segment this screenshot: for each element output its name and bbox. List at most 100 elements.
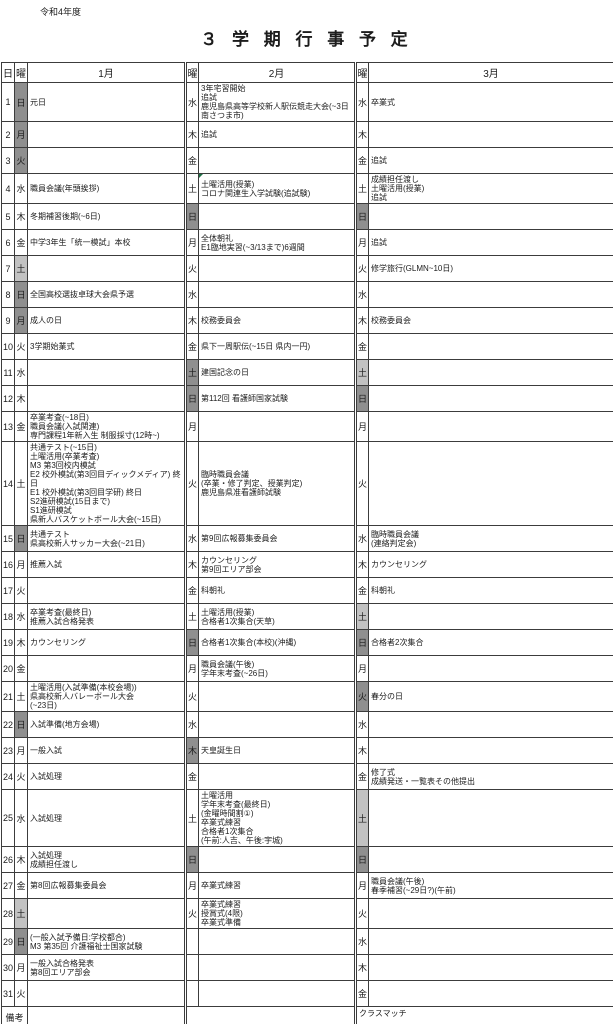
jan-weekday-cell: 金 — [14, 229, 28, 256]
event-line: 授賞式(4限) — [201, 909, 243, 918]
mar-events-cell — [368, 603, 613, 630]
feb-events-cell — [198, 255, 356, 282]
event-line: カウンセリング — [371, 560, 427, 569]
event-line: 専門課程1年新入生 制服採寸(12時~) — [30, 431, 160, 440]
event-line: 成績担任渡し — [30, 859, 78, 869]
mar-events-cell: 春分の日 — [368, 681, 613, 712]
feb-events-cell: 土曜活用 学年末考査(最終日) (金曜時間割①) 卒業式練習 合格者1次集合 (午前:人吉… — [198, 789, 356, 847]
feb-weekday-cell: 月 — [184, 229, 199, 256]
jan-weekday-cell: 土 — [14, 441, 28, 526]
feb-events-cell — [198, 980, 356, 1007]
remarks-feb — [184, 1006, 356, 1024]
mar-events-cell — [368, 737, 613, 764]
jan-weekday-cell: 月 — [14, 954, 28, 981]
event-line: 土曜活用(授業) — [201, 607, 255, 617]
feb-events-cell: 科朝礼 — [198, 577, 356, 604]
mar-weekday-cell: 土 — [354, 789, 369, 847]
jan-events-cell: 一般入試合格発表 第8回エリア部会 — [27, 954, 186, 981]
calendar-row: 22 日入試準備(地方会場) 水 水 — [1, 711, 613, 738]
feb-weekday-cell: 水 — [184, 525, 199, 552]
mar-events-cell: 校務委員会 — [368, 307, 613, 334]
feb-weekday-cell: 土 — [184, 603, 199, 630]
event-line: 鹿児島県高等学校新人駅伝競走大会(~3日 南さつま市) — [201, 102, 349, 120]
mar-events-cell — [368, 898, 613, 929]
event-line: 卒業式練習 — [201, 818, 241, 827]
event-line: 追試 — [371, 156, 387, 165]
feb-events-cell: カウンセリング 第9回エリア部会 — [198, 551, 356, 578]
jan-weekday-cell: 日 — [14, 928, 28, 955]
feb-weekday-cell — [184, 928, 199, 955]
mar-weekday-cell: 日 — [354, 846, 369, 873]
event-line: 卒業考査(~18日) — [30, 413, 89, 422]
event-line: 卒業式練習 — [201, 881, 241, 890]
mar-events-cell: 成績担任渡し 土曜活用(授業) 追試 — [368, 173, 613, 204]
event-line: 卒業考査(最終日) — [30, 607, 92, 617]
jan-events-cell: 卒業考査(最終日) 推薦入試合格発表 — [27, 603, 186, 630]
mar-weekday-cell: 木 — [354, 307, 369, 334]
day-number: 28 — [1, 898, 15, 929]
feb-weekday-cell: 水 — [184, 82, 199, 122]
feb-events-cell: 建国記念の日 — [198, 359, 356, 386]
event-line: E1臨地実習(~3/13まで)6週間 — [201, 242, 305, 252]
event-line: 土曜活用(入試準備(本校会場)) — [30, 683, 137, 692]
feb-events-cell — [198, 711, 356, 738]
feb-weekday-cell: 木 — [184, 307, 199, 334]
jan-events-cell: カウンセリング — [27, 629, 186, 656]
event-line: 成績発送・一覧表その他提出 — [371, 776, 475, 786]
event-line: 合格者1次集合 — [201, 827, 254, 836]
event-line: 卒業式練習 — [201, 900, 241, 909]
calendar-row: 15 日共通テスト 県高校新人サッカー大会(~21日) 水第9回広報募集委員会水臨時職… — [1, 525, 613, 552]
feb-weekday-cell: 金 — [184, 763, 199, 790]
mar-weekday-cell: 水 — [354, 281, 369, 308]
mar-weekday-cell: 月 — [354, 872, 369, 899]
day-number: 24 — [1, 763, 15, 790]
feb-events-cell — [198, 411, 356, 442]
jan-weekday-cell: 火 — [14, 980, 28, 1007]
feb-events-cell — [198, 928, 356, 955]
mar-weekday-cell: 金 — [354, 577, 369, 604]
mar-weekday-cell: 火 — [354, 441, 369, 526]
day-number: 30 — [1, 954, 15, 981]
event-line: S1進研模試 — [30, 506, 72, 515]
jan-events-cell: 入試処理 — [27, 763, 186, 790]
jan-events-cell: 土曜活用(入試準備(本校会場)) 県高校新人バレーボール大会 (~23日) — [27, 681, 186, 712]
event-line: 学年末考査(~26日) — [201, 668, 268, 678]
mar-weekday-cell: 水 — [354, 82, 369, 122]
calendar-row: 27 金第8回広報募集委員会月卒業式練習月職員会議(午後) 春季補習(~29日?)(… — [1, 872, 613, 899]
event-line: 第8回エリア部会 — [30, 967, 91, 977]
jan-weekday-cell: 日 — [14, 711, 28, 738]
header-weekday-feb: 曜 — [184, 62, 199, 83]
mar-weekday-cell: 木 — [354, 121, 369, 148]
mar-weekday-cell: 水 — [354, 711, 369, 738]
calendar-row: 20 金月職員会議(午後) 学年末考査(~26日) 月 — [1, 655, 613, 682]
calendar-row: 16 月推薦入試木カウンセリング 第9回エリア部会木カウンセリング — [1, 551, 613, 578]
header-weekday-jan: 曜 — [14, 62, 28, 83]
header-month-jan: 1月 — [27, 62, 186, 83]
event-line: 3学期始業式 — [30, 342, 75, 351]
calendar-row: 6 金中学3年生「統一模試」本校月全体朝礼 E1臨地実習(~3/13まで)6週間月追… — [1, 229, 613, 256]
event-line: E1 校外模試(第3回目学研) 終日 — [30, 488, 143, 497]
event-line: 全体朝礼 — [201, 233, 233, 243]
feb-events-cell: 土曜活用(授業) コロナ関連生入学試験(追試験) — [198, 173, 356, 204]
feb-events-cell: 県下一周駅伝(~15日 県内一円) — [198, 333, 356, 360]
event-line: 入試処理 — [30, 772, 62, 781]
feb-weekday-cell: 木 — [184, 551, 199, 578]
jan-weekday-cell: 金 — [14, 411, 28, 442]
event-line: (金曜時間割①) — [201, 809, 254, 818]
event-line: 入試準備(地方会場) — [30, 720, 100, 729]
event-line: 推薦入試合格発表 — [30, 616, 94, 626]
day-number: 15 — [1, 525, 15, 552]
mar-events-cell — [368, 411, 613, 442]
event-line: 県高校新人バレーボール大会 — [30, 692, 134, 701]
feb-events-cell — [198, 281, 356, 308]
feb-weekday-cell: 土 — [184, 173, 199, 204]
jan-weekday-cell: 木 — [14, 385, 28, 412]
day-number: 13 — [1, 411, 15, 442]
jan-weekday-cell: 土 — [14, 681, 28, 712]
feb-weekday-cell: 金 — [184, 147, 199, 174]
header-day: 日 — [1, 62, 15, 83]
day-number: 5 — [1, 203, 15, 230]
event-line: 科朝礼 — [201, 586, 225, 595]
event-line: 追試 — [201, 130, 217, 139]
jan-events-cell: 全国高校選抜卓球大会県予選 — [27, 281, 186, 308]
